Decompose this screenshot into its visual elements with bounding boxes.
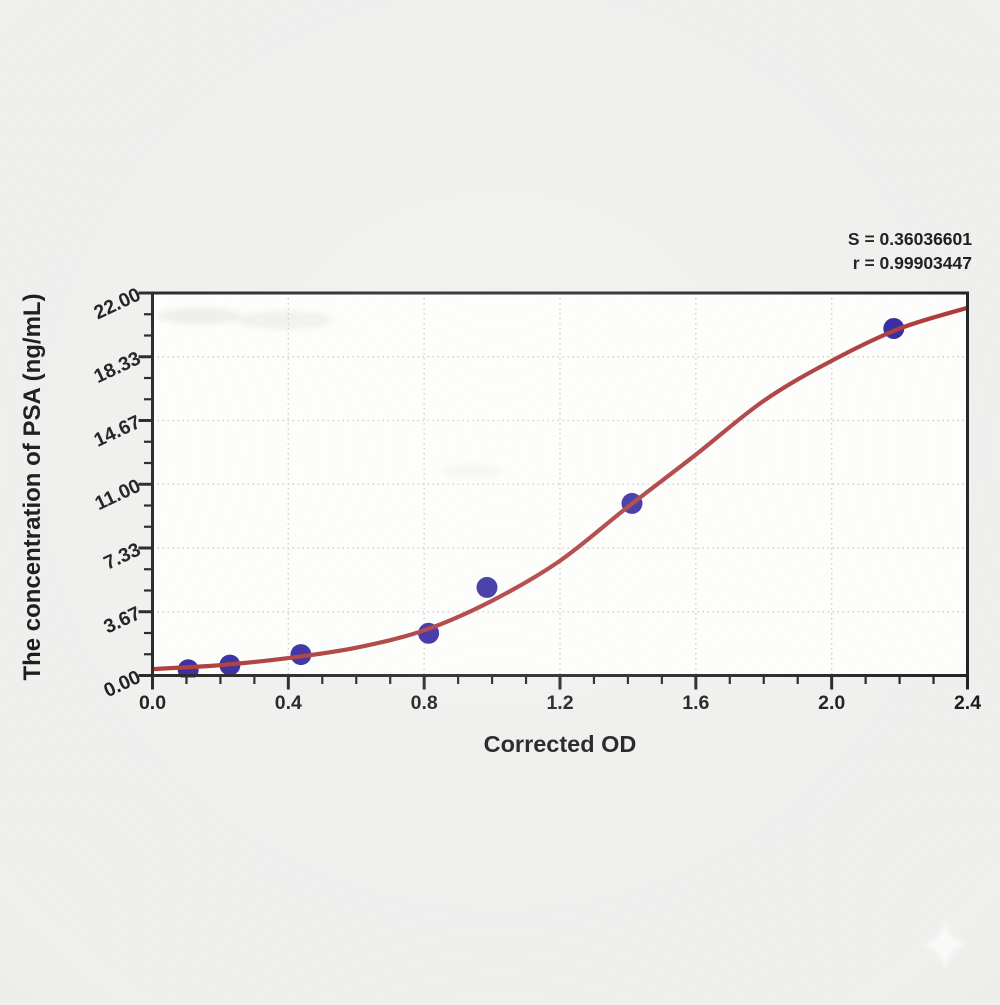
fitted-curve bbox=[151, 305, 969, 672]
x-axis-title: Corrected OD bbox=[484, 731, 637, 757]
y-tick-label: 3.67 bbox=[100, 602, 144, 638]
y-tick-label: 22.00 bbox=[91, 284, 145, 325]
x-tick-label: 0.0 bbox=[139, 692, 166, 714]
data-point bbox=[177, 659, 199, 678]
data-point bbox=[476, 576, 498, 598]
x-tick-label: 2.0 bbox=[818, 692, 845, 714]
y-tick-label: 0.00 bbox=[100, 666, 144, 702]
x-tick-label: 1.6 bbox=[682, 692, 709, 714]
axis-ticks bbox=[138, 291, 969, 690]
x-tick-label: 2.4 bbox=[954, 692, 981, 714]
y-tick-label: 14.67 bbox=[91, 411, 145, 452]
annotation-r-value: r = 0.99903447 bbox=[853, 253, 972, 273]
annotation-s-value: S = 0.36036601 bbox=[848, 229, 972, 249]
faint-watermark-smudge bbox=[158, 308, 502, 477]
gridlines bbox=[152, 293, 968, 676]
y-tick-label: 11.00 bbox=[92, 475, 145, 515]
y-tick-label: 7.33 bbox=[100, 539, 144, 575]
x-tick-label: 0.4 bbox=[275, 692, 302, 714]
x-tick-label: 1.2 bbox=[546, 692, 573, 714]
y-axis-title: The concentration of PSA (ng/mL) bbox=[19, 293, 46, 680]
sparkle-watermark-icon bbox=[923, 921, 967, 969]
x-tick-label: 0.8 bbox=[411, 692, 438, 714]
series-layer bbox=[151, 305, 969, 678]
y-tick-label: 18.33 bbox=[91, 347, 145, 388]
